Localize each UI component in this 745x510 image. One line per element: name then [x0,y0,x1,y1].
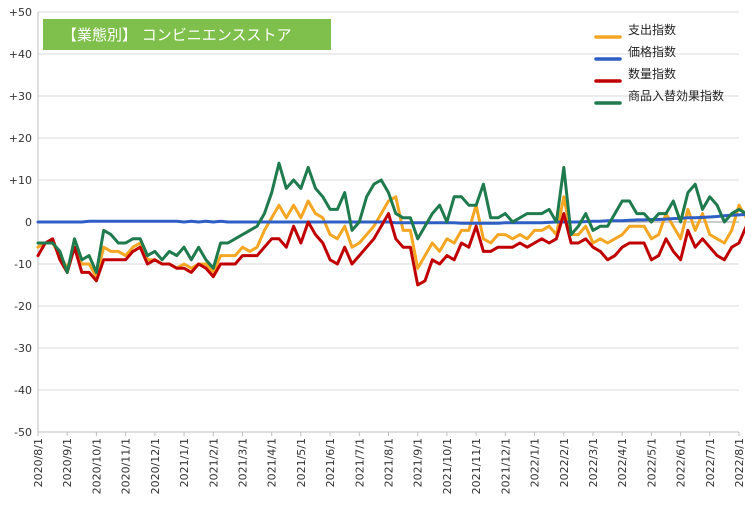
x-tick-label: 2021/10/1 [441,438,454,494]
legend-label-2: 数量指数 [628,66,676,81]
x-tick-label: 2021/11/1 [470,438,483,494]
x-tick-label: 2021/8/1 [383,438,396,487]
x-tick-label: 2022/7/1 [704,438,717,487]
legend-label-0: 支出指数 [628,22,676,37]
x-tick-label: 2021/1/1 [178,438,191,487]
chart-title-background [43,19,331,50]
x-tick-label: 2021/3/1 [236,438,249,487]
x-tick-label: 2022/6/1 [675,438,688,487]
x-tick-label: 2021/12/1 [499,438,512,494]
y-tick-label: +10 [9,174,32,187]
x-axis: 2020/8/1 2020/9/1 2020/10/1 2020/11/1 2020/1… [32,431,745,494]
x-tick-label: 2020/12/1 [149,438,162,494]
x-tick-label: 2021/6/1 [324,438,337,487]
x-tick-label: 2022/8/1 [733,438,745,487]
chart-title: 【業態別】 コンビニエンスストア [62,26,291,44]
y-tick-label: +50 [9,6,32,19]
y-tick-label: +40 [9,48,32,61]
y-tick-label: +20 [9,132,32,145]
y-tick-label: -50 [14,426,32,439]
x-tick-label: 2020/8/1 [32,438,45,487]
x-tick-label: 2020/9/1 [61,438,74,487]
y-tick-label: +30 [9,90,32,103]
x-tick-label: 2021/9/1 [412,438,425,487]
y-tick-label: -20 [14,300,32,313]
y-axis: +50 +40 +30 +20 +10 0 -10 -20 -30 -40 -50 [9,6,39,439]
y-tick-label: -40 [14,384,32,397]
series-line-0 [36,195,745,279]
y-tick-label: 0 [25,216,32,229]
x-tick-label: 2021/2/1 [207,438,220,487]
x-tick-label: 2022/4/1 [616,438,629,487]
x-tick-label: 2022/3/1 [587,438,600,487]
series-line-2 [36,212,745,287]
x-tick-label: 2022/5/1 [645,438,658,487]
chart-title-box: 【業態別】 コンビニエンスストア [43,19,331,50]
y-tick-label: -10 [14,258,32,271]
series-line-3 [36,161,745,274]
x-tick-label: 2020/10/1 [90,438,103,494]
legend-label-1: 価格指数 [628,44,676,59]
legend-label-3: 商品入替効果指数 [628,88,724,103]
x-tick-label: 2021/7/1 [353,438,366,487]
x-tick-label: 2022/2/1 [558,438,571,487]
x-tick-label: 2021/5/1 [295,438,308,487]
x-tick-label: 2021/4/1 [266,438,279,487]
x-tick-label: 2022/1/1 [529,438,542,487]
series-lines [36,161,745,287]
y-tick-label: -30 [14,342,32,355]
x-tick-label: 2020/11/1 [120,438,133,494]
